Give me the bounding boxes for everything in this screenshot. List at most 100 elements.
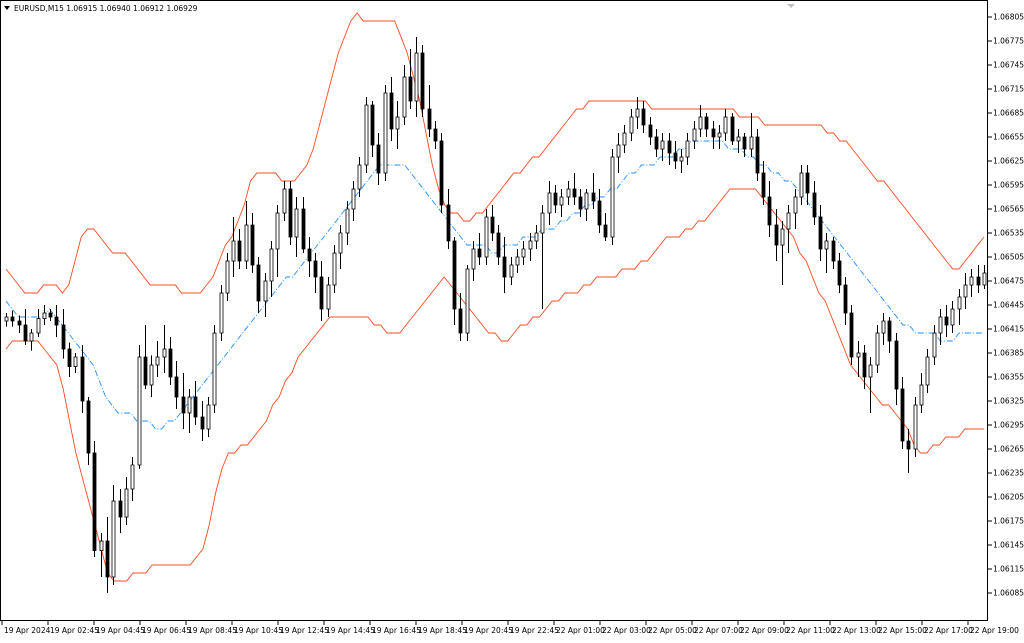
x-tick-label: 19 Apr 12:45	[280, 626, 329, 635]
candle	[906, 429, 911, 473]
candle	[629, 109, 634, 141]
y-tick-label: 1.06295	[993, 421, 1024, 430]
bull-candle-body	[982, 272, 987, 286]
bear-candle-body	[92, 452, 97, 551]
candle	[332, 245, 337, 293]
candle	[338, 225, 343, 269]
candle	[282, 181, 287, 221]
candle	[427, 85, 432, 137]
candle	[610, 149, 615, 245]
bull-candle-body	[749, 136, 754, 150]
bear-candle-body	[774, 224, 779, 246]
candle	[881, 313, 886, 345]
candle	[698, 105, 703, 137]
bull-candle-body	[629, 116, 634, 134]
candle	[313, 253, 318, 293]
candle	[515, 249, 520, 273]
candle	[849, 305, 854, 365]
y-tick-label: 1.06505	[993, 253, 1024, 262]
bear-candle-body	[730, 116, 735, 142]
candle	[660, 133, 665, 161]
bull-candle-body	[963, 284, 968, 298]
bull-candle-body	[786, 212, 791, 230]
bull-candle-body	[294, 208, 299, 238]
bear-candle-body	[742, 136, 747, 150]
bear-candle-body	[755, 136, 760, 174]
bear-candle-body	[105, 540, 110, 578]
candle	[502, 237, 507, 293]
candle	[812, 181, 817, 225]
triangle-down-icon[interactable]	[4, 6, 10, 10]
candle	[80, 345, 85, 413]
candle	[237, 229, 242, 269]
candle	[742, 133, 747, 157]
bear-candle-body	[307, 248, 312, 262]
y-tick-label: 1.06445	[993, 301, 1024, 310]
chart-shift-marker-icon[interactable]	[787, 4, 795, 8]
bull-candle-body	[521, 248, 526, 258]
candle	[976, 265, 981, 293]
bear-candle-body	[61, 324, 66, 350]
candle	[345, 201, 350, 245]
price-axis: 1.06805 1.06775 1.06745 1.06715 1.06685 1.066…	[988, 13, 1024, 598]
candle	[786, 205, 791, 253]
bull-candle-body	[950, 308, 955, 326]
bear-candle-body	[256, 264, 261, 302]
bull-candle-body	[364, 104, 369, 166]
candle	[73, 353, 78, 373]
bull-candle-body	[692, 128, 697, 142]
candle	[704, 113, 709, 137]
bear-candle-body	[761, 172, 766, 198]
bull-candle-body	[723, 116, 728, 134]
candle	[824, 233, 829, 273]
bull-candle-body	[685, 140, 690, 158]
candle	[484, 209, 489, 265]
bull-candle-body	[509, 264, 514, 278]
bull-candle-body	[149, 364, 154, 386]
candle	[357, 157, 362, 197]
candle	[168, 337, 173, 385]
bull-candle-body	[679, 156, 684, 162]
candle	[269, 241, 274, 297]
bear-candle-body	[654, 136, 659, 150]
bull-candle-body	[584, 192, 589, 210]
bear-candle-body	[48, 312, 53, 318]
candle	[837, 253, 842, 293]
candle	[137, 345, 142, 469]
bull-candle-body	[540, 212, 545, 234]
candle	[174, 361, 179, 409]
x-tick-label: 22 Apr 05:00	[648, 626, 697, 635]
candle	[559, 189, 564, 217]
candle	[162, 325, 167, 373]
candle	[616, 133, 621, 173]
x-tick-label: 19 Apr 20:45	[464, 626, 513, 635]
bear-candle-body	[143, 356, 148, 386]
candle	[591, 173, 596, 209]
bear-candle-body	[86, 400, 91, 454]
x-tick-label: 22 Apr 01:00	[556, 626, 605, 635]
bull-candle-body	[73, 356, 78, 368]
bear-candle-body	[894, 340, 899, 390]
candle	[692, 121, 697, 149]
bull-candle-body	[566, 188, 571, 198]
bull-candle-body	[736, 136, 741, 142]
candle	[711, 121, 716, 149]
candle	[193, 381, 198, 425]
bear-candle-body	[10, 316, 15, 322]
bull-candle-body	[465, 268, 470, 334]
y-tick-label: 1.06625	[993, 157, 1024, 166]
bear-candle-body	[976, 276, 981, 286]
candle	[307, 237, 312, 277]
bull-candle-body	[187, 396, 192, 414]
bull-candle-body	[402, 76, 407, 118]
candle	[887, 317, 892, 353]
candle	[124, 477, 129, 525]
y-tick-label: 1.06535	[993, 229, 1024, 238]
bull-candle-body	[225, 260, 230, 294]
bull-candle-body	[414, 52, 419, 102]
bull-candle-body	[471, 248, 476, 270]
candle	[932, 325, 937, 365]
bull-candle-body	[137, 356, 142, 466]
